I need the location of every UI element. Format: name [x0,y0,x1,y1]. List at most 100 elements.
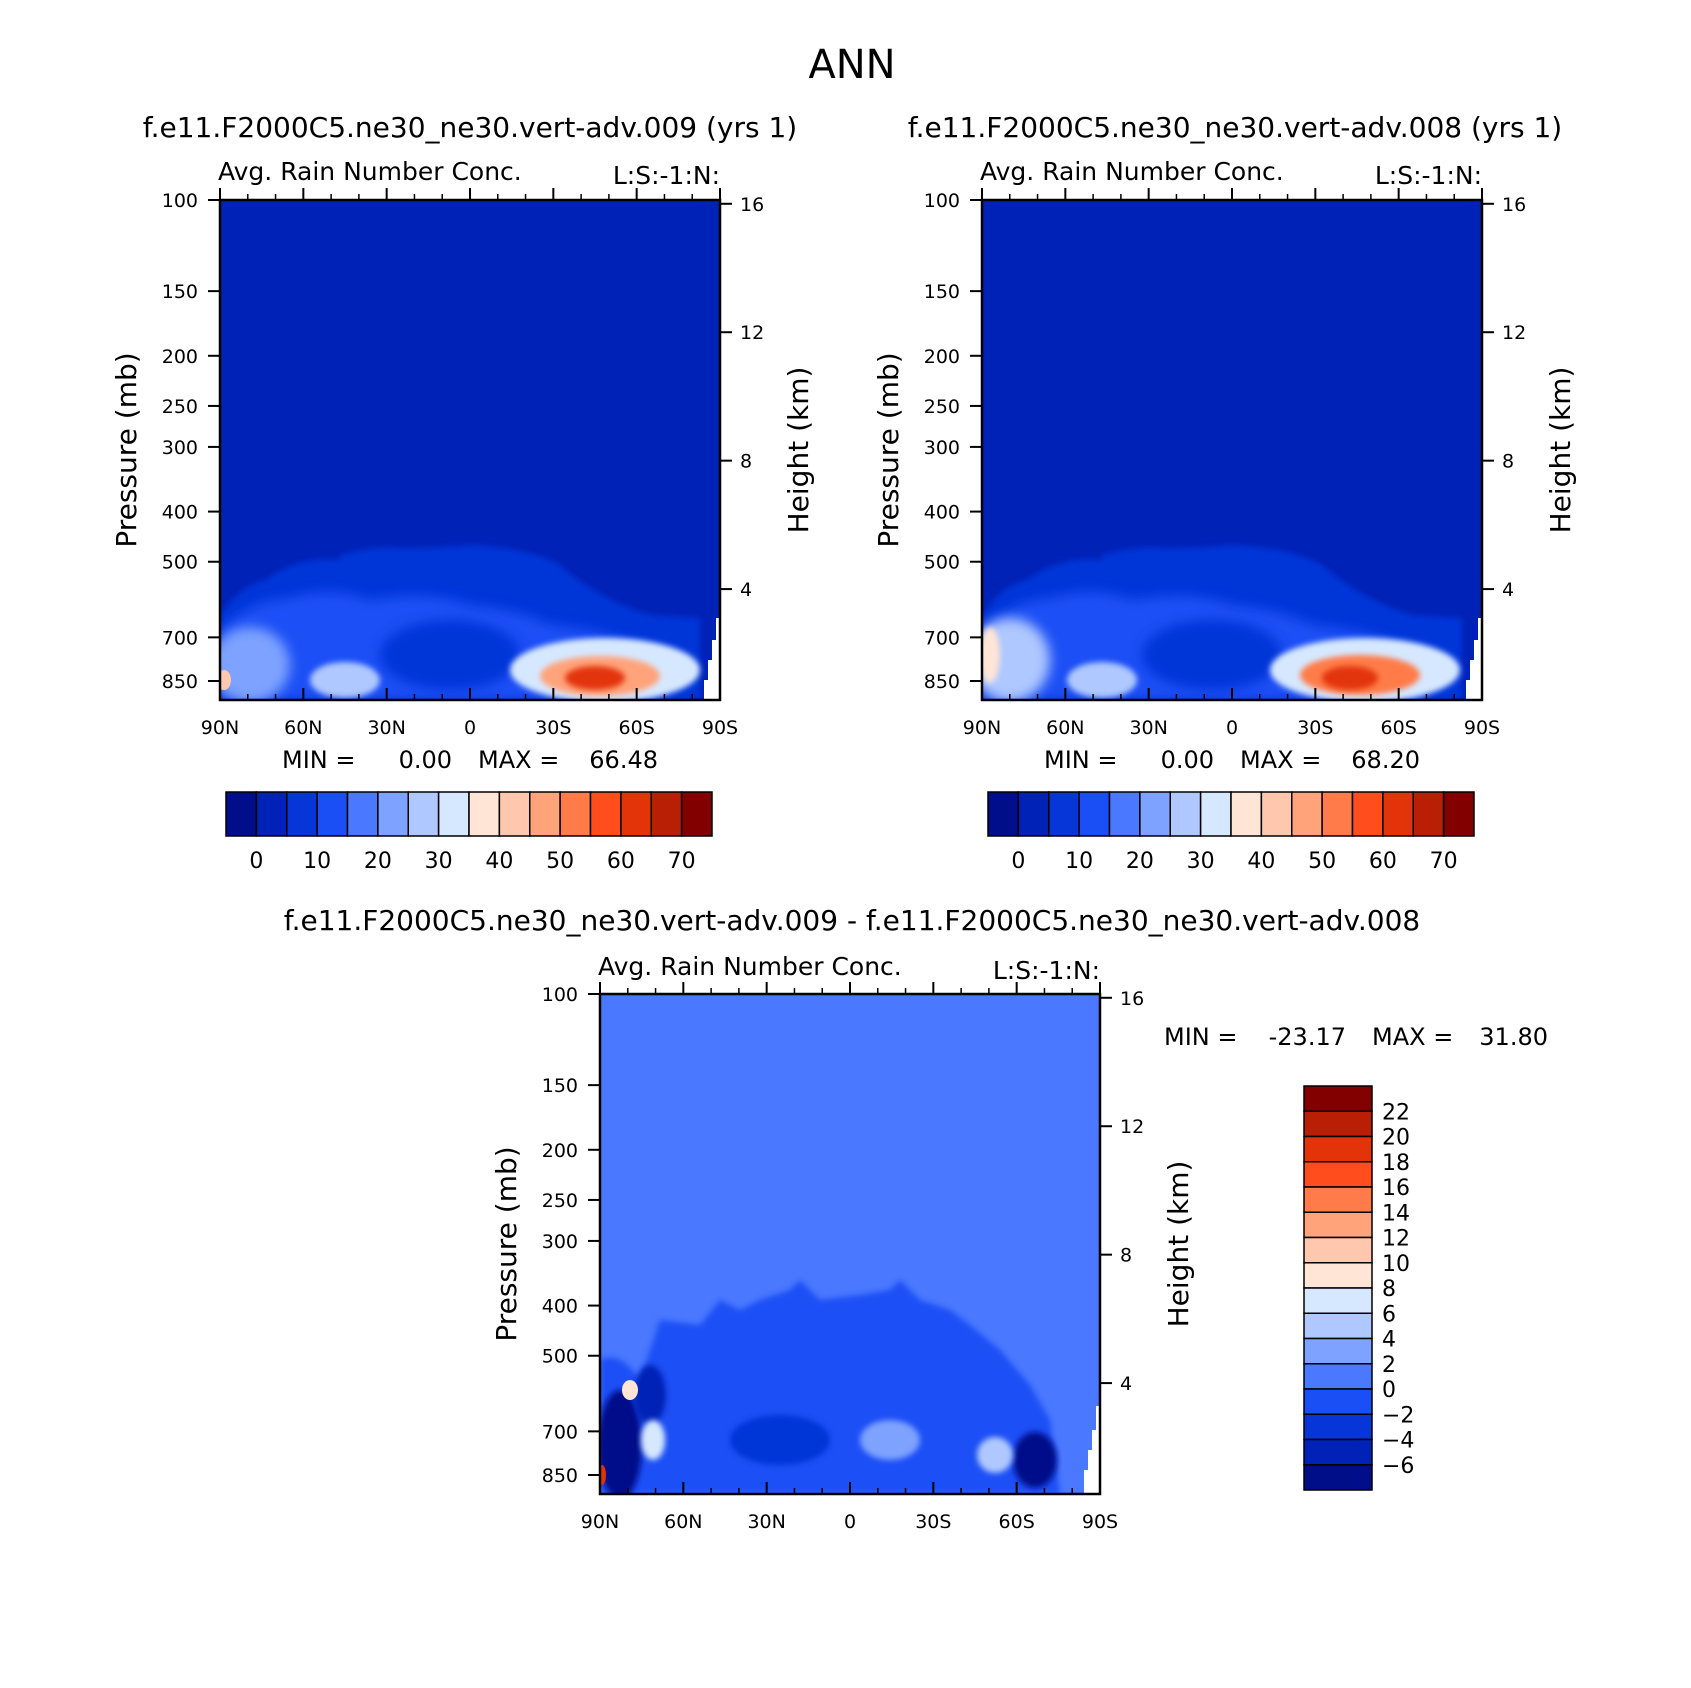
colorbar-label: 12 [1382,1227,1410,1252]
colorbar-bin [1017,791,1050,837]
colorbar-bin [1303,1236,1373,1264]
colorbar-label: −6 [1382,1454,1414,1479]
x-tick-label: 60S [1381,717,1417,739]
colorbar: 0 10 20 30 40 50 60 70 [225,791,713,874]
y2-tick-label: 16 [1502,194,1526,216]
y-tick-label: 500 [924,552,960,574]
y-tick-label: 400 [542,1296,578,1318]
colorbar-label: 20 [1126,849,1154,874]
y2label: Height (km) [1544,367,1577,534]
x-tick-label: 60S [999,1511,1035,1533]
colorbar-bin [1303,1388,1373,1415]
max-label: MAX = [478,746,559,774]
y2-tick-label: 12 [740,322,764,344]
colorbar-bin [498,791,531,837]
y-tick-label: 250 [162,396,198,418]
y-tick-label: 200 [162,346,198,368]
colorbar-label: 18 [1382,1151,1410,1176]
y-tick-label: 850 [162,671,198,693]
units-label: L:S:-1:N: [1375,161,1482,190]
heatmap-field [220,200,720,700]
panel-subtitle: Avg. Rain Number Conc. [218,157,522,186]
feature-nh-mid [1067,662,1137,698]
ylabel: Pressure (mb) [872,352,905,547]
colorbar-bin [1303,1085,1373,1112]
y-tick-label: 300 [924,437,960,459]
colorbar-label: 4 [1382,1328,1396,1353]
colorbar-bin [1303,1337,1373,1365]
y-tick-label: 250 [924,396,960,418]
panel-case-008: f.e11.F2000C5.ne30_ne30.vert-adv.008 (yr… [872,111,1577,874]
missing-data-edge [1466,618,1482,700]
y-tick-label: 700 [924,627,960,649]
colorbar-bin [1169,791,1202,837]
panel-case-009: f.e11.F2000C5.ne30_ne30.vert-adv.009 (yr… [110,111,815,874]
x-tick-label: 60N [284,717,322,739]
ylabel: Pressure (mb) [110,352,143,547]
colorbar-bin [1303,1363,1373,1390]
heatmap-field [600,994,1100,1494]
y2-tick-label: 8 [740,451,752,473]
feature-eq-low [380,620,520,690]
units-label: L:S:-1:N: [613,161,720,190]
y-tick-label: 850 [924,671,960,693]
colorbar-label: 10 [1382,1252,1410,1277]
y-tick-label: 700 [542,1421,578,1443]
colorbar-label: 70 [1430,849,1458,874]
max-label: MAX = [1240,746,1321,774]
heatmap-field [982,200,1482,700]
colorbar-bin [680,791,713,837]
colorbar-bin [1078,791,1111,837]
colorbar-bin [1303,1287,1373,1314]
x-tick-label: 0 [464,717,476,739]
min-label: MIN = [1164,1023,1237,1051]
y-tick-label: 400 [924,502,960,524]
x-tick-label: 60N [664,1511,702,1533]
colorbar-label: 0 [1011,849,1025,874]
colorbar-label: 30 [425,849,453,874]
colorbar-label: 50 [546,849,574,874]
feature-sh-pos [977,1437,1013,1473]
colorbar-label: 60 [1369,849,1397,874]
colorbar-label: 16 [1382,1176,1410,1201]
y2-tick-label: 4 [1502,579,1514,601]
colorbar-bin [316,791,349,837]
colorbar-label: 8 [1382,1277,1396,1302]
panel-title: f.e11.F2000C5.ne30_ne30.vert-adv.008 (yr… [908,111,1562,144]
y-tick-label: 200 [542,1140,578,1162]
panel-subtitle: Avg. Rain Number Conc. [980,157,1284,186]
colorbar-bin [1382,791,1414,837]
x-tick-label: 90N [963,717,1001,739]
feature-np-pos-2 [622,1380,638,1400]
colorbar-bin [286,791,318,837]
colorbar-bin [1351,791,1384,837]
colorbar-label: 22 [1382,1100,1410,1125]
colorbar-bin [468,791,501,837]
colorbar-bin [1303,1135,1373,1163]
colorbar-bin [1199,791,1232,837]
x-tick-label: 30S [915,1511,951,1533]
colorbar-label: 60 [607,849,635,874]
colorbar-bin [225,791,258,837]
colorbar-label: 20 [1382,1126,1410,1151]
colorbar-bin [1048,791,1080,837]
colorbar-bin [407,791,440,837]
colorbar-bin [1303,1438,1373,1466]
axes: 90N 60N 30N 0 30S 60S 90S 100 150 200 250 300 400 500… [542,982,1144,1533]
x-tick-label: 30S [535,717,571,739]
feature-nh-mid [310,662,380,698]
colorbar-bin [1303,1312,1373,1340]
y-tick-label: 300 [542,1231,578,1253]
feature-sh-neg [1013,1432,1057,1488]
y-tick-label: 200 [924,346,960,368]
x-tick-label: 90S [1464,717,1500,739]
colorbar-label: 10 [1065,849,1093,874]
feature-nh-high [220,627,290,700]
colorbar-bin [620,791,652,837]
colorbar-bin [1303,1413,1373,1441]
y2label: Height (km) [1162,1161,1195,1328]
colorbar-label: 10 [303,849,331,874]
colorbar-label: 50 [1308,849,1336,874]
